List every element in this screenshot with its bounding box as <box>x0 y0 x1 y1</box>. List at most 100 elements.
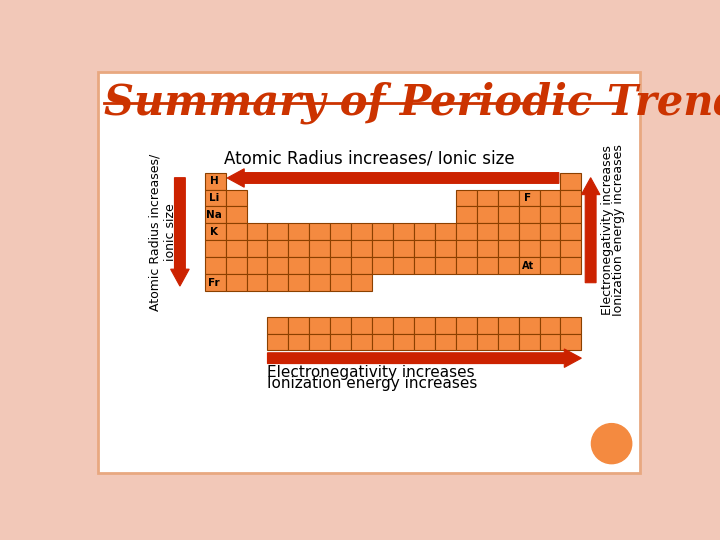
Bar <box>477 190 498 206</box>
Bar <box>204 240 225 257</box>
Text: F: F <box>524 193 531 203</box>
Bar <box>225 240 246 257</box>
Bar <box>289 240 310 257</box>
Text: K: K <box>210 227 218 237</box>
Bar <box>560 334 581 350</box>
Text: Fr: Fr <box>208 278 220 288</box>
Bar <box>330 274 351 291</box>
Bar <box>267 274 289 291</box>
Bar <box>498 316 518 334</box>
Bar <box>372 240 393 257</box>
Bar <box>267 316 289 334</box>
Bar <box>310 316 330 334</box>
Bar <box>518 190 539 206</box>
Bar <box>267 334 289 350</box>
Text: Electronegativity increases: Electronegativity increases <box>267 364 475 380</box>
Text: Atomic Radius increases/
ionic size: Atomic Radius increases/ ionic size <box>149 153 177 310</box>
Bar <box>518 316 539 334</box>
Text: Electronegativity increases: Electronegativity increases <box>601 145 614 315</box>
Bar <box>267 224 289 240</box>
Bar <box>498 334 518 350</box>
Bar <box>477 240 498 257</box>
Bar <box>518 206 539 224</box>
Bar <box>518 334 539 350</box>
Bar <box>456 334 477 350</box>
Bar <box>330 316 351 334</box>
Bar <box>456 206 477 224</box>
Bar <box>310 224 330 240</box>
Bar <box>225 206 246 224</box>
Bar <box>393 224 414 240</box>
FancyArrow shape <box>228 168 559 187</box>
Bar <box>477 257 498 274</box>
FancyArrow shape <box>171 178 189 286</box>
Bar <box>518 240 539 257</box>
Bar <box>498 190 518 206</box>
Text: Atomic Radius increases/ Ionic size: Atomic Radius increases/ Ionic size <box>224 150 514 168</box>
Bar <box>372 224 393 240</box>
Bar <box>539 206 560 224</box>
Text: Ionization energy increases: Ionization energy increases <box>612 144 625 316</box>
Bar <box>204 206 225 224</box>
Bar <box>560 240 581 257</box>
Bar <box>539 334 560 350</box>
Bar <box>310 334 330 350</box>
Bar <box>477 206 498 224</box>
Bar <box>477 334 498 350</box>
Bar <box>435 257 456 274</box>
Bar <box>456 316 477 334</box>
Bar <box>560 190 581 206</box>
Bar <box>435 240 456 257</box>
Bar <box>246 224 267 240</box>
Bar <box>477 224 498 240</box>
Bar <box>456 257 477 274</box>
Bar <box>351 257 372 274</box>
Bar <box>289 224 310 240</box>
Bar <box>330 240 351 257</box>
Bar <box>456 240 477 257</box>
Bar <box>393 334 414 350</box>
Bar <box>435 316 456 334</box>
Bar <box>372 334 393 350</box>
Bar <box>539 316 560 334</box>
Bar <box>267 240 289 257</box>
Bar <box>372 257 393 274</box>
Bar <box>414 240 435 257</box>
Bar <box>267 257 289 274</box>
Bar <box>204 190 225 206</box>
Bar <box>351 224 372 240</box>
Bar <box>456 224 477 240</box>
Bar <box>414 224 435 240</box>
Bar <box>498 240 518 257</box>
FancyArrow shape <box>267 349 581 367</box>
Bar <box>330 334 351 350</box>
Bar <box>435 224 456 240</box>
Bar <box>539 224 560 240</box>
Bar <box>351 316 372 334</box>
Bar <box>289 257 310 274</box>
Bar <box>560 257 581 274</box>
Bar <box>539 257 560 274</box>
Circle shape <box>591 423 631 464</box>
Bar <box>225 274 246 291</box>
Bar <box>246 240 267 257</box>
Text: Ionization energy increases: Ionization energy increases <box>267 376 478 391</box>
Bar <box>310 240 330 257</box>
Bar <box>225 190 246 206</box>
Bar <box>246 274 267 291</box>
Bar <box>498 257 518 274</box>
Text: H: H <box>210 176 218 186</box>
Bar <box>435 334 456 350</box>
Text: At: At <box>522 261 534 271</box>
Bar <box>351 274 372 291</box>
FancyArrow shape <box>581 178 600 283</box>
Bar <box>289 316 310 334</box>
Text: Li: Li <box>209 193 220 203</box>
Bar <box>393 240 414 257</box>
Bar <box>539 190 560 206</box>
Bar <box>204 224 225 240</box>
Bar <box>518 257 539 274</box>
Bar <box>289 274 310 291</box>
Bar <box>414 316 435 334</box>
Bar <box>393 316 414 334</box>
